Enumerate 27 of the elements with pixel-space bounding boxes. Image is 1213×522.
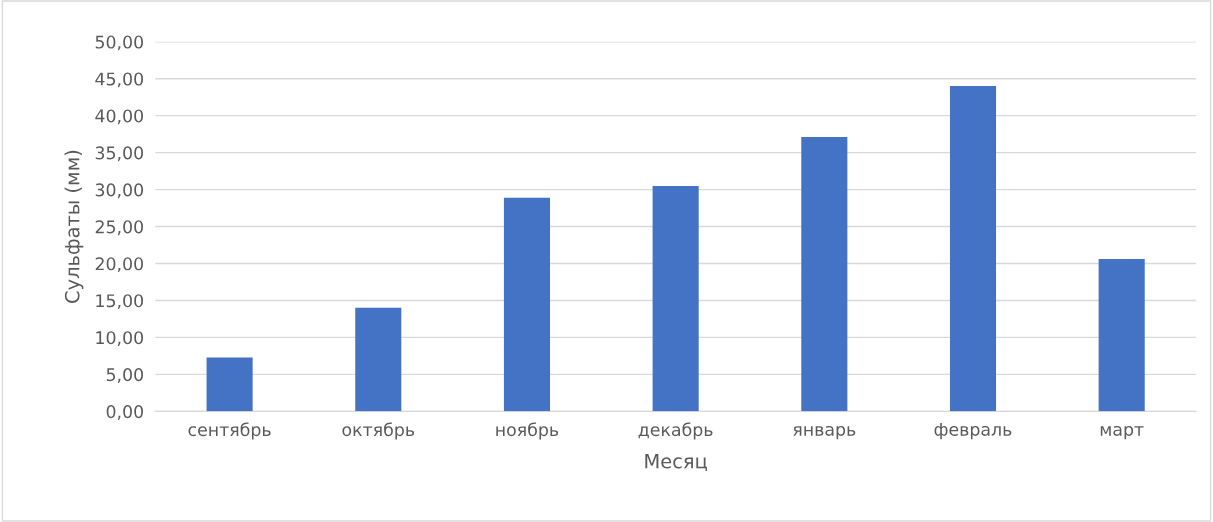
y-tick-label: 40,00 <box>95 109 143 125</box>
y-tick-label: 15,00 <box>96 294 143 310</box>
x-tick-label: октябрь <box>342 422 415 440</box>
x-tick-label: февраль <box>934 422 1012 440</box>
bar <box>355 307 402 412</box>
y-tick-label: 50,00 <box>95 35 143 51</box>
x-tick-label: сентябрь <box>188 422 271 440</box>
x-tick-label: декабрь <box>638 422 713 440</box>
x-tick-label: ноябрь <box>496 422 559 440</box>
bar <box>1098 259 1145 412</box>
bar <box>949 86 997 412</box>
y-tick-label: 35,00 <box>95 146 143 162</box>
x-tick-label: март <box>1100 425 1144 440</box>
y-axis-title: Сульфаты (мм) <box>64 150 84 303</box>
x-tick-label: январь <box>793 425 856 440</box>
x-axis-title: Месяц <box>645 454 707 471</box>
bar <box>206 357 253 412</box>
y-tick-label: 5,00 <box>106 368 143 383</box>
bar <box>503 197 551 412</box>
y-tick-label: 20,00 <box>95 257 143 273</box>
bar <box>801 137 848 412</box>
y-tick-label: 30,00 <box>95 183 143 199</box>
y-tick-label: 25,00 <box>95 220 143 236</box>
bar <box>652 185 699 412</box>
y-tick-label: 45,00 <box>95 72 143 88</box>
y-tick-label: 10,00 <box>96 331 143 347</box>
y-tick-label: 0,00 <box>106 405 143 420</box>
